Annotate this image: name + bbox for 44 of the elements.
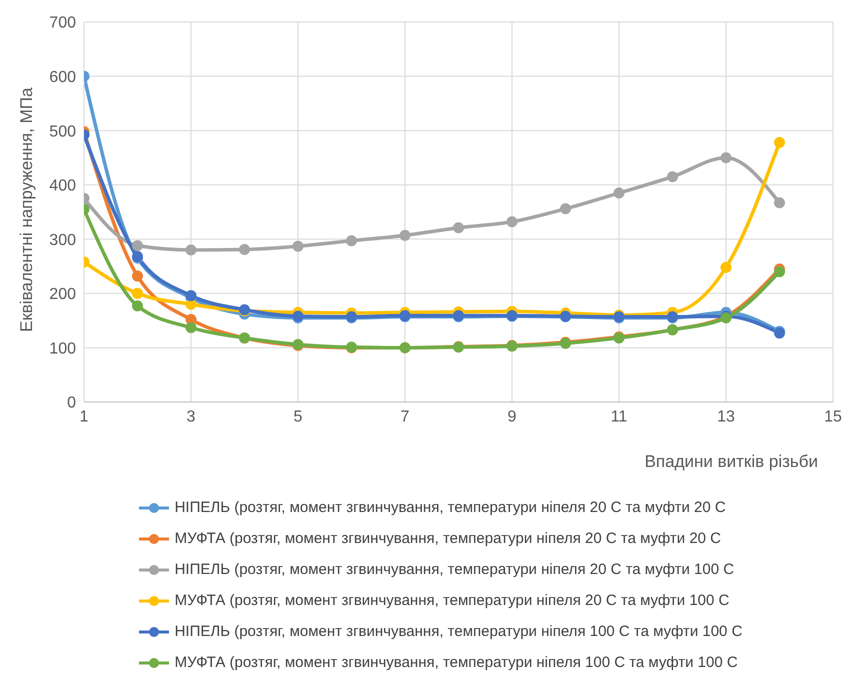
legend-label: МУФТА (розтяг, момент згвинчування, температури ніпеля 20 С та муфти 20 С	[174, 530, 722, 547]
x-tick-label: 13	[717, 408, 735, 426]
point	[614, 188, 624, 198]
point	[720, 262, 732, 273]
x-tick-label: 7	[400, 408, 410, 426]
legend-label: НІПЕЛЬ (розтяг, момент згвинчування, температури ніпеля 20 С та муфти 20 С	[174, 499, 726, 516]
point	[292, 240, 304, 252]
point	[667, 171, 678, 182]
point	[186, 322, 196, 334]
y-tick-label: 700	[49, 14, 76, 32]
point	[453, 222, 464, 234]
y-tick-label: 300	[49, 232, 76, 249]
point	[774, 197, 785, 208]
point	[720, 152, 732, 164]
x-tick-label: 5	[294, 408, 303, 426]
point	[239, 244, 250, 255]
y-tick-label: 500	[49, 123, 76, 140]
point	[560, 203, 571, 214]
point	[774, 137, 785, 148]
point	[506, 216, 518, 228]
x-tick-label: 15	[824, 408, 842, 426]
legend-label: МУФТА (розтяг, момент згвинчування, температури ніпеля 100 С та муфти 100 С	[174, 654, 738, 671]
point	[132, 240, 143, 252]
legend-label: МУФТА (розтяг, момент згвинчування, температури ніпеля 20 С та муфти 100 С	[174, 592, 730, 609]
legend-label: НІПЕЛЬ (розтяг, момент згвинчування, температури ніпеля 100 С та муфти 100 С	[174, 623, 742, 640]
y-tick-label: 200	[49, 286, 76, 304]
y-tick-label: 400	[49, 178, 76, 195]
y-tick-label: 600	[49, 68, 76, 86]
y-tick-label: 100	[49, 340, 76, 358]
x-tick-label: 1	[80, 408, 89, 426]
x-tick-label: 11	[610, 408, 628, 426]
y-tick-label: 0	[67, 394, 76, 412]
x-axis-title: Впадини витків різьби	[644, 452, 818, 471]
y-axis-title: Еквівалентні напруження, МПа	[17, 87, 36, 332]
x-tick-label: 3	[186, 408, 196, 426]
point	[774, 266, 785, 278]
x-tick-label: 9	[508, 408, 517, 426]
point	[346, 235, 357, 246]
point	[186, 244, 196, 256]
point	[132, 300, 143, 312]
legend-label: НІПЕЛЬ (розтяг, момент згвинчування, температури ніпеля 20 С та муфти 100 С	[174, 561, 734, 578]
point	[132, 288, 143, 299]
point	[132, 270, 143, 282]
point	[400, 230, 410, 241]
